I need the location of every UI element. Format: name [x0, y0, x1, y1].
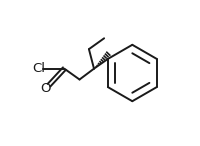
Text: O: O — [40, 82, 51, 95]
Text: Cl: Cl — [32, 62, 45, 75]
